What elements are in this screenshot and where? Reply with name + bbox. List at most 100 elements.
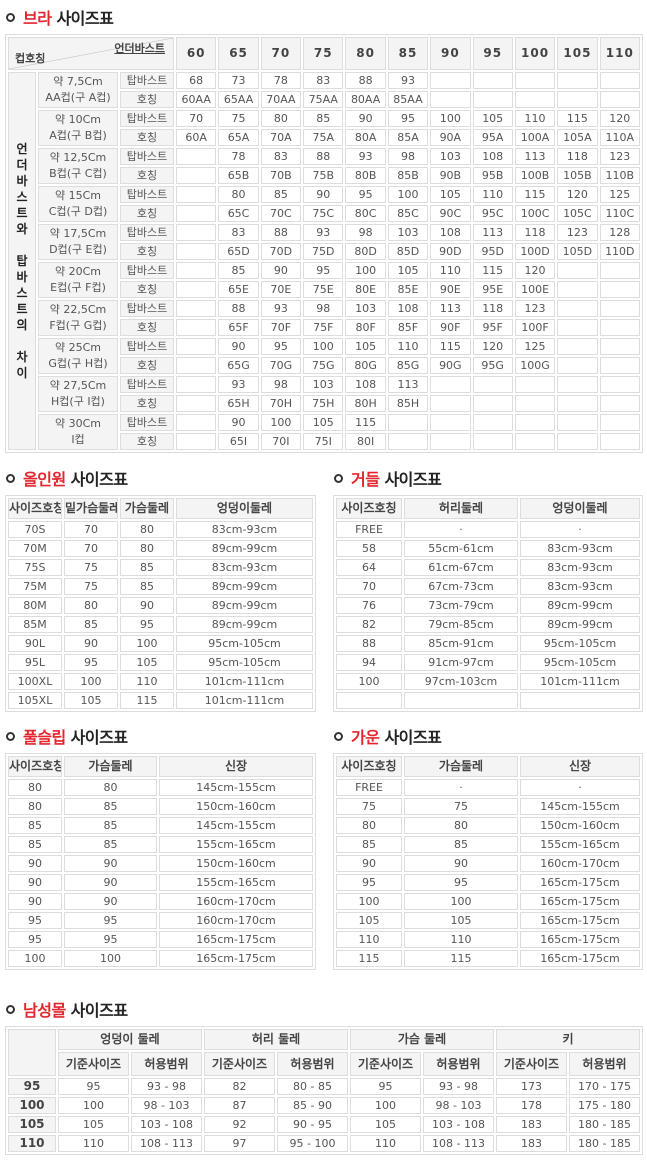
- size-value: 75G: [303, 357, 344, 374]
- group-header: 키: [496, 1029, 640, 1050]
- size-value: 95E: [472, 281, 513, 298]
- row-label-top-bust: 탑바스트: [120, 224, 174, 241]
- size-value: [557, 357, 598, 374]
- table-row: 95 95 160cm-170cm: [8, 912, 313, 929]
- table-row: 58 55cm-61cm 83cm-93cm: [336, 540, 640, 557]
- table-cell: 80 - 85: [277, 1078, 348, 1095]
- table-row: 85 85 155cm-165cm: [8, 836, 313, 853]
- size-row-header: 110: [8, 1135, 56, 1152]
- cup-group-label: 약 27,5Cm H컵(구 I컵): [38, 376, 118, 412]
- table-cell: 64: [336, 559, 402, 576]
- size-value: [557, 433, 598, 450]
- table-cell: 95: [8, 931, 62, 948]
- underbust-header: 105: [557, 37, 598, 70]
- table-cell: 83cm-93cm: [176, 521, 313, 538]
- row-label-size: 호칭: [120, 357, 174, 374]
- table-cell: 108 - 113: [423, 1135, 494, 1152]
- column-header: 가슴둘레: [120, 498, 174, 519]
- bullet-icon: [6, 13, 15, 22]
- size-value: 80D: [345, 243, 386, 260]
- size-value: 85C: [387, 205, 429, 222]
- row-label-top-bust: 탑바스트: [120, 414, 174, 431]
- table-cell: 83cm-93cm: [520, 559, 640, 576]
- size-value: 95D: [472, 243, 513, 260]
- top-bust-value: 95: [345, 186, 386, 203]
- table-row: 80 85 150cm-160cm: [8, 798, 313, 815]
- table-row: 95L 95 105 95cm-105cm: [8, 654, 313, 671]
- size-value: 95A: [472, 129, 513, 146]
- table-row: 70M 70 80 89cm-99cm: [8, 540, 313, 557]
- top-bust-value: [176, 186, 217, 203]
- table-cell: 90: [336, 855, 402, 872]
- size-value: 70I: [260, 433, 302, 450]
- size-value: 65B: [218, 167, 259, 184]
- table-cell: 85: [336, 836, 402, 853]
- top-bust-value: 85: [303, 110, 344, 127]
- cup-label: 컵호칭: [15, 52, 46, 65]
- table-cell: 101cm-111cm: [176, 692, 313, 709]
- top-bust-value: 90: [303, 186, 344, 203]
- top-bust-value: 108: [472, 148, 513, 165]
- top-bust-value: [557, 338, 598, 355]
- size-value: 110B: [599, 167, 640, 184]
- table-cell: 165cm-175cm: [520, 912, 640, 929]
- table-cell: 95: [120, 616, 174, 633]
- table-cell: 165cm-175cm: [159, 950, 313, 967]
- table-row: 100 100 165cm-175cm: [336, 893, 640, 910]
- table-cell: 101cm-111cm: [520, 673, 640, 690]
- table-cell: 100: [336, 893, 402, 910]
- top-bust-value: [557, 72, 598, 89]
- table-cell: 70M: [8, 540, 62, 557]
- table-cell: 101cm-111cm: [176, 673, 313, 690]
- table-cell: 80: [404, 817, 518, 834]
- top-bust-value: 103: [430, 148, 471, 165]
- size-value: 80G: [345, 357, 386, 374]
- table-cell: ·: [404, 521, 518, 538]
- top-bust-value: 105: [345, 338, 386, 355]
- size-value: [557, 395, 598, 412]
- row-label-top-bust: 탑바스트: [120, 338, 174, 355]
- title-highlight: 거들: [351, 470, 380, 489]
- table-row: 75M 75 85 89cm-99cm: [8, 578, 313, 595]
- cup-label-line: 약 7,5Cm: [53, 75, 103, 88]
- column-header: 허리둘레: [404, 498, 518, 519]
- table-cell: 183: [496, 1116, 567, 1133]
- table-row: [336, 692, 640, 709]
- top-bust-value: [176, 300, 217, 317]
- table-cell: ·: [520, 779, 640, 796]
- header-row: 사이즈호칭 가슴둘레 신장: [8, 756, 313, 777]
- size-value: 65F: [218, 319, 259, 336]
- top-bust-value: 123: [514, 300, 556, 317]
- top-bust-value: 95: [260, 338, 302, 355]
- underbust-header: 100: [514, 37, 556, 70]
- top-bust-value: 110: [514, 110, 556, 127]
- table-cell: 70: [64, 521, 118, 538]
- size-row: 호칭 65D 70D 75D 80D 85D 90D 95D 100D 105D 110D: [8, 243, 640, 260]
- table-cell: [336, 692, 402, 709]
- top-bust-value: 93: [387, 72, 429, 89]
- sub-header: 기준사이즈: [204, 1052, 275, 1076]
- size-value: [176, 319, 217, 336]
- column-header: 밑가슴둘레: [64, 498, 118, 519]
- table-cell: 105XL: [8, 692, 62, 709]
- size-row: 호칭 65B 70B 75B 80B 85B 90B 95B 100B 105B 110B: [8, 167, 640, 184]
- table-cell: 178: [496, 1097, 567, 1114]
- size-value: 75H: [303, 395, 344, 412]
- table-cell: 89cm-99cm: [176, 540, 313, 557]
- top-bust-value: 88: [260, 224, 302, 241]
- size-value: [599, 357, 640, 374]
- size-value: 85H: [387, 395, 429, 412]
- top-bust-value: 115: [472, 262, 513, 279]
- table-cell: 115: [336, 950, 402, 967]
- table-cell: 83cm-93cm: [176, 559, 313, 576]
- table-cell: 95cm-105cm: [176, 635, 313, 652]
- top-bust-value: 125: [599, 186, 640, 203]
- top-bust-value: 115: [345, 414, 386, 431]
- table-cell: 92: [204, 1116, 275, 1133]
- top-bust-value: 100: [303, 338, 344, 355]
- table-cell: 90: [404, 855, 518, 872]
- table-row: 90L 90 100 95cm-105cm: [8, 635, 313, 652]
- size-value: 95B: [472, 167, 513, 184]
- size-value: 70C: [260, 205, 302, 222]
- table-cell: 110: [120, 673, 174, 690]
